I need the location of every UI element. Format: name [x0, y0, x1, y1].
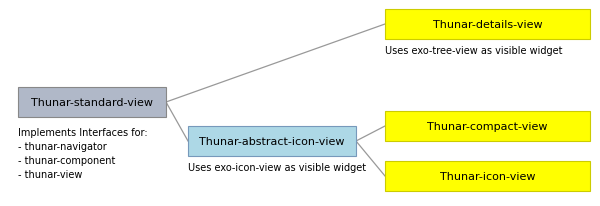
Text: Implements Interfaces for:
- thunar-navigator
- thunar-component
- thunar-view: Implements Interfaces for: - thunar-navi… [18, 127, 148, 179]
Text: Thunar-icon-view: Thunar-icon-view [440, 171, 535, 181]
FancyBboxPatch shape [188, 126, 356, 156]
Text: Thunar-abstract-icon-view: Thunar-abstract-icon-view [199, 136, 345, 146]
Text: Uses exo-icon-view as visible widget: Uses exo-icon-view as visible widget [188, 162, 366, 172]
Text: Thunar-details-view: Thunar-details-view [433, 20, 542, 30]
FancyBboxPatch shape [385, 10, 590, 40]
Text: Uses exo-tree-view as visible widget: Uses exo-tree-view as visible widget [385, 46, 563, 56]
FancyBboxPatch shape [18, 88, 166, 117]
Text: Thunar-standard-view: Thunar-standard-view [31, 97, 153, 108]
FancyBboxPatch shape [385, 111, 590, 141]
Text: Thunar-compact-view: Thunar-compact-view [427, 121, 548, 131]
FancyBboxPatch shape [385, 161, 590, 191]
